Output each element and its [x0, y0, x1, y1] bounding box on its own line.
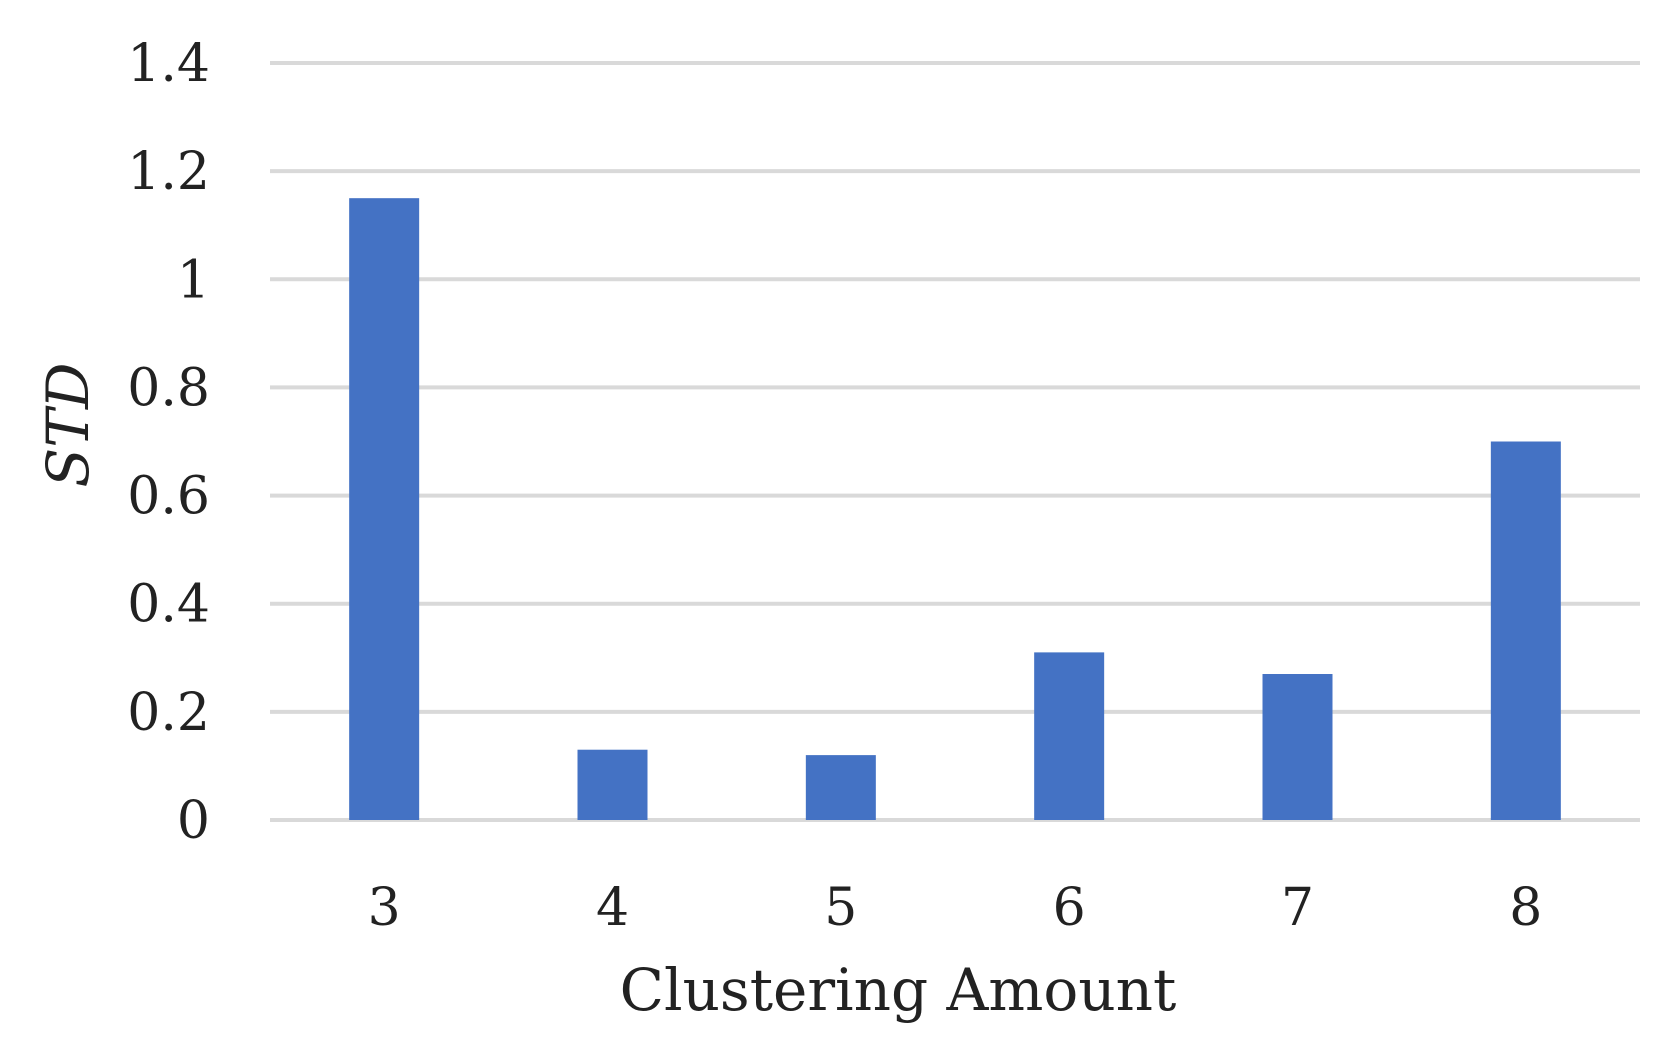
y-axis-title: STD [34, 363, 102, 488]
x-tick-label: 7 [1281, 878, 1314, 938]
bar-4 [577, 749, 648, 820]
y-tick-labels: 0 0.2 0.4 0.6 0.8 1 1.2 1.4 [127, 34, 210, 851]
bar-3 [349, 198, 420, 820]
bars [349, 198, 1561, 820]
y-tick-label: 0 [177, 791, 210, 851]
x-tick-label: 5 [824, 878, 857, 938]
x-axis-title: Clustering Amount [620, 956, 1177, 1024]
bar-6 [1034, 652, 1105, 820]
bar-8 [1490, 441, 1561, 820]
x-tick-label: 8 [1509, 878, 1542, 938]
y-tick-label: 0.4 [127, 575, 210, 635]
bar-7 [1262, 674, 1333, 820]
y-tick-label: 1 [177, 250, 210, 310]
y-tick-label: 1.2 [127, 142, 210, 202]
y-tick-label: 0.6 [127, 467, 210, 527]
x-tick-label: 4 [596, 878, 629, 938]
y-tick-label: 0.8 [127, 358, 210, 418]
x-tick-labels: 3 4 5 6 7 8 [368, 878, 1543, 938]
gridlines [270, 61, 1640, 822]
x-tick-label: 3 [368, 878, 401, 938]
bar-5 [805, 755, 876, 820]
y-tick-label: 1.4 [127, 34, 210, 94]
y-tick-label: 0.2 [127, 683, 210, 743]
x-tick-label: 6 [1053, 878, 1086, 938]
